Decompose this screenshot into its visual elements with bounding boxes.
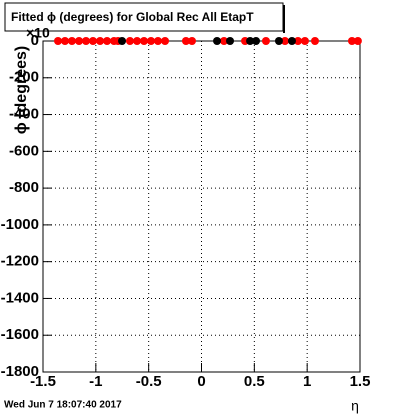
point	[60, 37, 69, 45]
point	[161, 37, 170, 45]
x-tick-label: -0.5	[136, 373, 162, 390]
point	[181, 37, 190, 45]
y-tick-label: -600	[9, 142, 39, 159]
x-tick-label: 0	[197, 373, 205, 390]
point	[274, 37, 283, 45]
point	[226, 37, 235, 45]
point	[67, 37, 76, 45]
y-tick-label: 0	[31, 32, 39, 49]
x-axis-title: η	[351, 398, 359, 414]
point	[287, 37, 296, 45]
y-exponent: ×10	[26, 25, 50, 41]
point	[88, 37, 97, 45]
x-tick-label: 1.5	[350, 373, 371, 390]
point	[125, 37, 134, 45]
y-tick-label: -800	[9, 179, 39, 196]
y-tick-label: -1600	[1, 326, 39, 343]
y-axis-title: ϕ (degrees)	[13, 46, 30, 134]
point	[213, 37, 222, 45]
point	[280, 37, 289, 45]
point	[252, 37, 261, 45]
point	[146, 37, 155, 45]
chart-title: Fitted ϕ (degrees) for Global Rec All Et…	[11, 10, 254, 24]
point	[96, 37, 105, 45]
title-box	[4, 2, 284, 32]
y-tick-label: -1800	[1, 363, 39, 380]
x-tick-label: -1.5	[30, 373, 56, 390]
point	[82, 37, 91, 45]
point	[140, 37, 149, 45]
point	[246, 37, 255, 45]
y-tick-label: -1200	[1, 253, 39, 270]
y-tick-label: -1400	[1, 289, 39, 306]
point	[75, 37, 84, 45]
point	[293, 37, 302, 45]
x-tick-label: 1	[303, 373, 311, 390]
point	[347, 37, 356, 45]
plot-frame	[42, 40, 361, 373]
x-tick-label: 0.5	[244, 373, 265, 390]
point	[220, 37, 229, 45]
y-tick-label: -400	[9, 106, 39, 123]
timestamp: Wed Jun 7 18:07:40 2017	[4, 400, 122, 411]
point	[103, 37, 112, 45]
point	[353, 37, 362, 45]
point	[300, 37, 309, 45]
y-tick-label: -200	[9, 69, 39, 86]
point	[133, 37, 142, 45]
point	[310, 37, 319, 45]
x-tick-label: -1	[89, 373, 102, 390]
point	[118, 37, 127, 45]
point	[54, 37, 63, 45]
point	[187, 37, 196, 45]
point	[153, 37, 162, 45]
title-shadow	[283, 5, 285, 33]
y-tick-label: -1000	[1, 216, 39, 233]
point	[261, 37, 270, 45]
